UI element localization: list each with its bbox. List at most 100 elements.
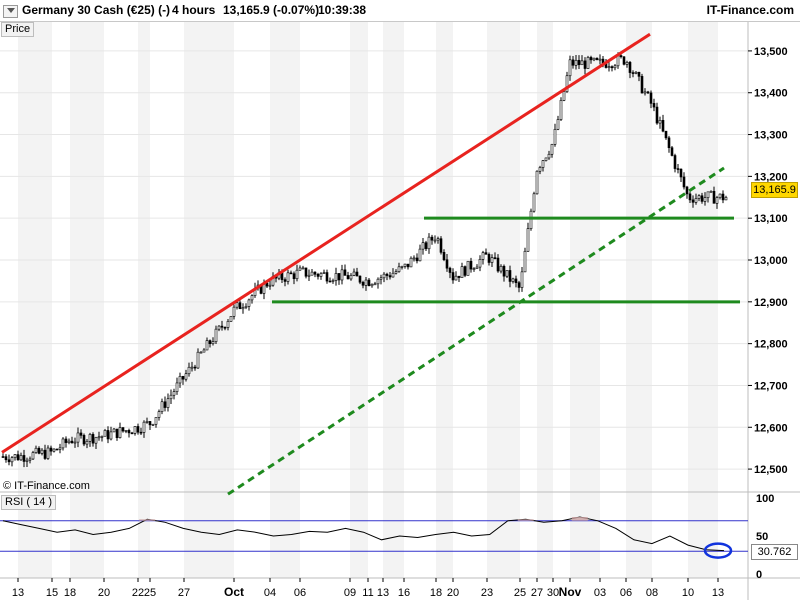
candle-body	[538, 167, 542, 172]
candle-body	[463, 266, 467, 276]
trendlines	[1, 32, 740, 496]
candle-body	[181, 376, 185, 380]
candle-body	[187, 366, 191, 375]
rsi-tick-label: 50	[756, 531, 768, 543]
candle-body	[721, 193, 725, 201]
candle-body	[43, 449, 47, 459]
candle-body	[385, 273, 389, 276]
grid-band	[570, 22, 600, 578]
candle-body	[586, 57, 590, 69]
candle-body	[154, 417, 158, 425]
candle-body	[466, 260, 470, 276]
candle-body	[175, 382, 179, 392]
candle-body	[136, 426, 140, 433]
candle-body	[298, 267, 302, 271]
candle-body	[370, 283, 374, 287]
candle-body	[550, 144, 554, 155]
candle-body	[520, 271, 524, 288]
candle-body	[352, 271, 356, 276]
y-tick-label: 12,500	[754, 464, 788, 476]
candle-body	[157, 411, 161, 418]
copyright-text: © IT-Finance.com	[3, 480, 90, 492]
grid-band	[184, 22, 234, 578]
candle-body	[397, 266, 401, 272]
candle-body	[142, 421, 146, 433]
candle-body	[469, 260, 473, 270]
candle-body	[529, 210, 533, 229]
candle-body	[94, 437, 98, 444]
candle-body	[652, 103, 656, 108]
candle-body	[724, 197, 728, 201]
candle-body	[109, 431, 113, 440]
candle-body	[247, 299, 251, 307]
candle-body	[682, 176, 686, 188]
candle-body	[526, 228, 530, 252]
candle-body	[379, 277, 383, 280]
price-panel-label: Price	[1, 22, 35, 37]
trendline-support-rising	[227, 166, 725, 496]
grid-band	[270, 22, 300, 578]
rsi-overbought-fill	[517, 519, 534, 521]
candle-body	[493, 257, 497, 259]
x-tick-label: 03	[594, 587, 606, 599]
candle-body	[130, 432, 134, 435]
candle-body	[367, 279, 371, 287]
candle-body	[589, 57, 593, 61]
rsi-highlight-circle	[703, 542, 733, 559]
timestamp: 10:39:38	[318, 3, 367, 17]
candle-body	[19, 455, 23, 461]
x-tick-label: 11	[362, 587, 373, 599]
candle-body	[661, 120, 665, 132]
candle-body	[388, 275, 392, 278]
candle-body	[556, 119, 560, 130]
candle-body	[418, 248, 422, 262]
candle-body	[613, 65, 617, 69]
candle-body	[373, 283, 377, 286]
candle-body	[190, 366, 194, 369]
candle-body	[118, 427, 122, 438]
y-tick-label: 13,000	[754, 255, 788, 267]
candle-body	[568, 59, 572, 77]
candle-body	[487, 254, 491, 263]
candle-body	[442, 252, 446, 261]
trendline-resistance	[1, 32, 651, 454]
candle-body	[709, 191, 713, 193]
candle-body	[310, 271, 314, 276]
candle-body	[670, 147, 674, 156]
y-tick-label: 12,800	[754, 339, 788, 351]
candle-body	[100, 435, 104, 438]
candle-body	[448, 267, 452, 273]
axes: 12,500 12,600 12,700 12,800 12,900 13,000 13,1…	[748, 46, 788, 476]
brand-name: IT-Finance.com	[706, 3, 794, 17]
candle-body	[169, 394, 173, 400]
x-tick-label: 09	[344, 587, 356, 599]
candle-body	[715, 197, 719, 204]
candle-body	[46, 447, 50, 459]
grid	[0, 22, 800, 600]
candle-body	[427, 236, 431, 250]
candle-body	[475, 266, 479, 269]
candle-body	[646, 91, 650, 94]
grid-band	[350, 22, 368, 578]
candle-body	[22, 455, 26, 462]
candle-body	[283, 279, 287, 282]
x-tick-label: 18	[64, 587, 76, 599]
grid-band	[626, 22, 652, 578]
candle-body	[223, 326, 227, 329]
candle-body	[376, 278, 380, 285]
candle-body	[406, 263, 410, 268]
candle-body	[598, 58, 602, 61]
menu-dropdown-icon[interactable]	[3, 5, 18, 18]
candle-body	[403, 263, 407, 267]
candle-body	[58, 447, 62, 450]
candle-body	[106, 430, 110, 440]
candle-body	[250, 295, 254, 301]
candle-body	[70, 440, 74, 444]
rsi-line	[2, 516, 725, 552]
x-tick-label: 22	[132, 587, 144, 599]
candle-body	[121, 427, 125, 432]
candle-body	[514, 278, 518, 283]
last-rsi-badge: 30.762	[751, 544, 798, 560]
candle-body	[289, 272, 293, 275]
candle-body	[235, 302, 239, 308]
